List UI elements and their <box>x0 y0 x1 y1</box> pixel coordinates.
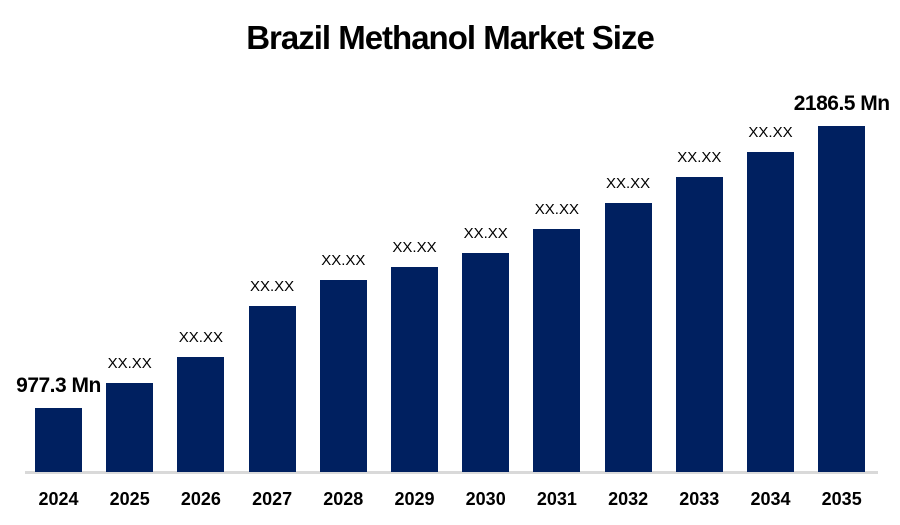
bar-value-label-2033: XX.XX <box>677 149 722 166</box>
bar-2035 <box>818 126 866 472</box>
x-axis-tick-label-2028: 2028 <box>323 489 364 509</box>
bar-2028 <box>319 280 367 472</box>
bar-value-label-2028: XX.XX <box>321 252 366 269</box>
bar-value-label-2029: XX.XX <box>392 239 437 256</box>
bar-value-label-2024: 977.3 Mn <box>16 374 101 397</box>
bar-2034 <box>747 152 794 472</box>
bar-value-label-2034: XX.XX <box>748 124 793 141</box>
x-axis-tick-label-2024: 2024 <box>38 489 79 509</box>
bar-2033 <box>675 177 723 472</box>
x-axis-line <box>25 471 878 474</box>
bar-value-label-2031: XX.XX <box>534 201 579 218</box>
x-axis-tick-label-2029: 2029 <box>394 489 435 509</box>
x-axis-tick-label-2035: 2035 <box>821 489 862 509</box>
bar-2026 <box>177 357 225 472</box>
chart-title: Brazil Methanol Market Size <box>246 19 655 56</box>
x-axis-tick-label-2025: 2025 <box>109 489 150 509</box>
x-axis-tick-label-2032: 2032 <box>608 489 649 509</box>
bar-2025 <box>106 383 154 472</box>
bar-value-label-2030: XX.XX <box>463 225 508 242</box>
bar-value-label-2025: XX.XX <box>107 355 152 372</box>
x-axis-tick-label-2030: 2030 <box>465 489 506 509</box>
bar-2030 <box>462 253 510 472</box>
bar-value-label-2035: 2186.5 Mn <box>793 92 890 115</box>
bar-value-label-2026: XX.XX <box>178 329 223 346</box>
x-axis-tick-label-2026: 2026 <box>180 489 221 509</box>
bar-2029 <box>391 267 438 472</box>
x-axis-tick-label-2031: 2031 <box>536 489 577 509</box>
x-axis-tick-label-2027: 2027 <box>252 489 293 509</box>
x-axis-tick-label-2033: 2033 <box>679 489 720 509</box>
x-axis-tick-label-2034: 2034 <box>750 489 791 509</box>
bar-2024 <box>35 408 82 472</box>
bar-value-label-2027: XX.XX <box>250 278 295 295</box>
bar-2027 <box>248 306 296 472</box>
bar-value-label-2032: XX.XX <box>606 175 651 192</box>
bar-2031 <box>533 229 581 472</box>
bar-2032 <box>604 203 652 472</box>
